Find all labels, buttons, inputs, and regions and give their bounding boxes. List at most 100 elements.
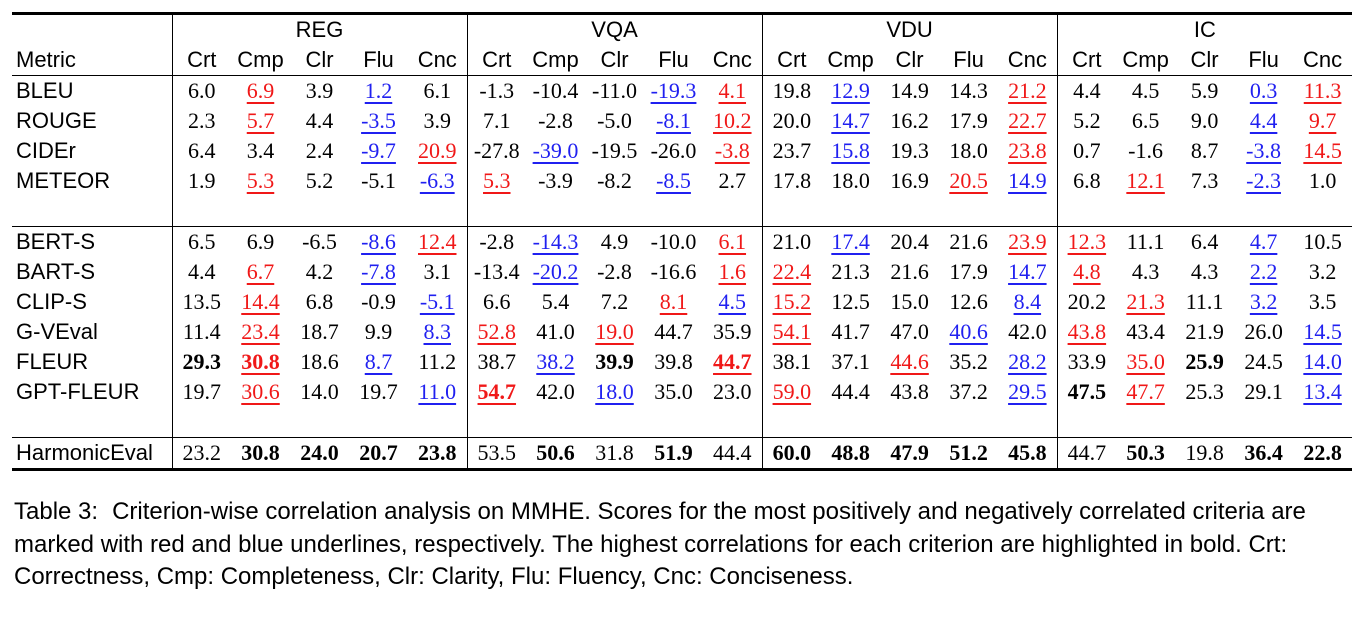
table-cell: 21.6 (939, 226, 999, 257)
table-cell: -11.0 (585, 75, 645, 106)
cell-value: 4.3 (1131, 259, 1160, 284)
cell-value: -2.8 (538, 108, 573, 133)
table-cell: 21.2 (998, 75, 1058, 106)
cell-value: -26.0 (650, 138, 697, 163)
cell-value: 43.8 (890, 379, 929, 404)
table-cell: 42.0 (526, 377, 585, 407)
cell-value: 44.4 (713, 440, 752, 465)
table-cell: 44.6 (880, 347, 939, 377)
cell-value: 22.4 (772, 259, 812, 284)
metric-name: GPT-FLEUR (16, 379, 140, 404)
cell-value: 51.9 (654, 440, 693, 465)
table-cell: 60.0 (761, 437, 822, 471)
table-cell: 41.7 (821, 317, 880, 347)
table-cell: 5.4 (526, 287, 585, 317)
criterion-header-cmp: Cmp (827, 47, 874, 72)
table-cell: 29.5 (998, 377, 1057, 407)
cell-value: 38.2 (536, 349, 575, 374)
cell-value: 14.0 (300, 379, 339, 404)
cell-value: 54.1 (772, 319, 812, 344)
cell-value: 28.2 (1008, 349, 1047, 374)
table-cell: 7.3 (1175, 166, 1234, 196)
cell-value: 7.1 (483, 108, 511, 133)
table-cell: 6.1 (408, 75, 468, 106)
criterion-header-cnc: Cnc (1303, 47, 1343, 72)
cell-value: 14.9 (890, 78, 929, 103)
cell-value: 14.7 (831, 108, 870, 133)
table-cell: 5.2 (290, 166, 349, 196)
table-cell: 9.0 (1175, 106, 1234, 136)
cell-value: 20.4 (890, 229, 929, 254)
cell-value: 6.5 (1131, 108, 1160, 133)
table-cell: 21.6 (880, 257, 939, 287)
table-cell: 15.8 (821, 136, 880, 166)
cell-value: 0.3 (1249, 78, 1278, 103)
cell-value: -8.6 (361, 229, 396, 254)
cell-value: 21.6 (949, 229, 988, 254)
table-cell: 2.7 (703, 166, 762, 196)
table-cell: 47.5 (1056, 377, 1117, 407)
cell-value: 6.0 (188, 78, 216, 103)
table-cell: 47.7 (1116, 377, 1175, 407)
cell-value: -6.5 (302, 229, 337, 254)
criterion-header-clr: Clr (1190, 47, 1219, 72)
cell-value: 2.4 (305, 138, 334, 163)
cell-value: 30.8 (241, 349, 280, 374)
table-cell: 4.4 (1234, 106, 1293, 136)
table-cell: 21.0 (761, 226, 822, 257)
cell-value: 11.2 (418, 349, 457, 374)
table-cell: 20.2 (1056, 287, 1117, 317)
table-cell: 17.8 (761, 166, 822, 196)
table-cell: 52.8 (466, 317, 527, 347)
table-cell: 14.0 (1293, 347, 1352, 377)
cell-value: -1.3 (479, 78, 515, 103)
table-cell: 30.8 (231, 347, 290, 377)
cell-value: 30.6 (241, 379, 280, 404)
cell-value: -7.8 (361, 259, 396, 284)
table-cell: -7.8 (349, 257, 408, 287)
cell-value: 18.0 (831, 168, 870, 193)
cell-value: -2.8 (479, 229, 515, 254)
cell-value: 6.9 (246, 229, 275, 254)
cell-value: -19.3 (650, 78, 697, 103)
table-row: METEOR 1.9 5.3 5.2 -5.1 -6.3 5.3 -3.9 -8.2 -8.5 2.… (12, 166, 1352, 196)
cell-value: 11.3 (1303, 78, 1342, 103)
criterion-header-cmp: Cmp (237, 47, 284, 72)
table-cell: -8.5 (644, 166, 703, 196)
cell-value: 7.3 (1190, 168, 1219, 193)
cell-value: 8.3 (423, 319, 452, 344)
table-cell: 22.4 (761, 257, 822, 287)
table-cell: 18.6 (290, 347, 349, 377)
cell-value: 43.8 (1067, 319, 1107, 344)
cell-value: 5.4 (541, 289, 570, 314)
cell-value: 3.9 (305, 78, 334, 103)
cell-value: 19.7 (182, 379, 222, 404)
cell-value: 12.3 (1067, 229, 1107, 254)
table-cell: -19.3 (644, 75, 704, 106)
table-cell: 14.7 (821, 106, 880, 136)
cell-value: 19.0 (595, 319, 634, 344)
cell-value: 23.9 (1008, 229, 1047, 254)
table-cell: 40.6 (939, 317, 998, 347)
table-cell: 39.9 (585, 347, 644, 377)
cell-value: -3.8 (714, 138, 750, 163)
table-row: FLEUR 29.3 30.8 18.6 8.7 11.2 38.7 38.2 39.9 39.8… (12, 347, 1352, 377)
cell-value: -5.0 (597, 108, 632, 133)
cell-value: 4.2 (305, 259, 334, 284)
cell-value: 2.2 (1249, 259, 1278, 284)
table-cell: 17.9 (939, 106, 998, 136)
cell-value: 16.9 (890, 168, 929, 193)
table-cell: 4.8 (1056, 257, 1117, 287)
table-cell: 1.2 (349, 75, 408, 106)
cell-value: 8.1 (659, 289, 688, 314)
cell-value: 8.7 (364, 349, 393, 374)
table-cell: 1.0 (1293, 166, 1352, 196)
table-cell: 6.4 (1175, 226, 1235, 257)
cell-value: 17.4 (831, 229, 870, 254)
cell-value: 14.9 (1008, 168, 1047, 193)
cell-value: 15.8 (831, 138, 870, 163)
table-cell: 4.9 (585, 226, 645, 257)
table-cell: 20.5 (939, 166, 998, 196)
cell-value: 47.7 (1126, 379, 1165, 404)
table-cell: 5.3 (466, 166, 527, 196)
